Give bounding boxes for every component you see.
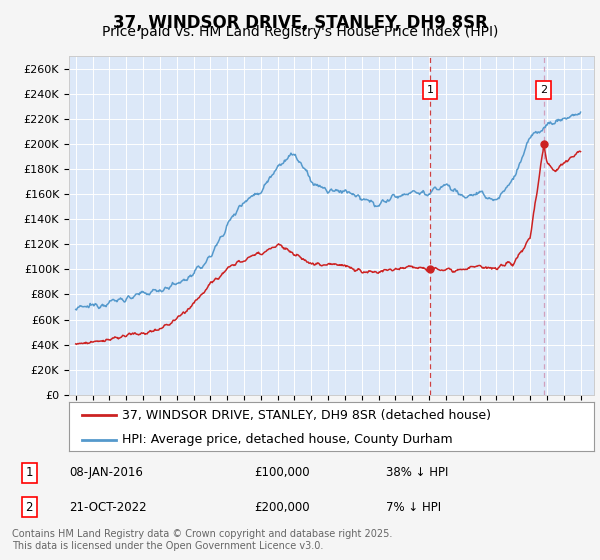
Text: HPI: Average price, detached house, County Durham: HPI: Average price, detached house, Coun… [121, 433, 452, 446]
Text: 1: 1 [427, 85, 433, 95]
Text: 1: 1 [26, 466, 33, 479]
Text: 7% ↓ HPI: 7% ↓ HPI [386, 501, 442, 514]
Text: 21-OCT-2022: 21-OCT-2022 [70, 501, 147, 514]
Text: Price paid vs. HM Land Registry's House Price Index (HPI): Price paid vs. HM Land Registry's House … [102, 25, 498, 39]
Text: 38% ↓ HPI: 38% ↓ HPI [386, 466, 449, 479]
Text: 08-JAN-2016: 08-JAN-2016 [70, 466, 143, 479]
Text: £200,000: £200,000 [254, 501, 310, 514]
Text: 37, WINDSOR DRIVE, STANLEY, DH9 8SR: 37, WINDSOR DRIVE, STANLEY, DH9 8SR [113, 14, 487, 32]
Text: 37, WINDSOR DRIVE, STANLEY, DH9 8SR (detached house): 37, WINDSOR DRIVE, STANLEY, DH9 8SR (det… [121, 409, 491, 422]
Text: 2: 2 [540, 85, 547, 95]
Text: 2: 2 [26, 501, 33, 514]
Text: £100,000: £100,000 [254, 466, 310, 479]
Text: Contains HM Land Registry data © Crown copyright and database right 2025.
This d: Contains HM Land Registry data © Crown c… [12, 529, 392, 551]
